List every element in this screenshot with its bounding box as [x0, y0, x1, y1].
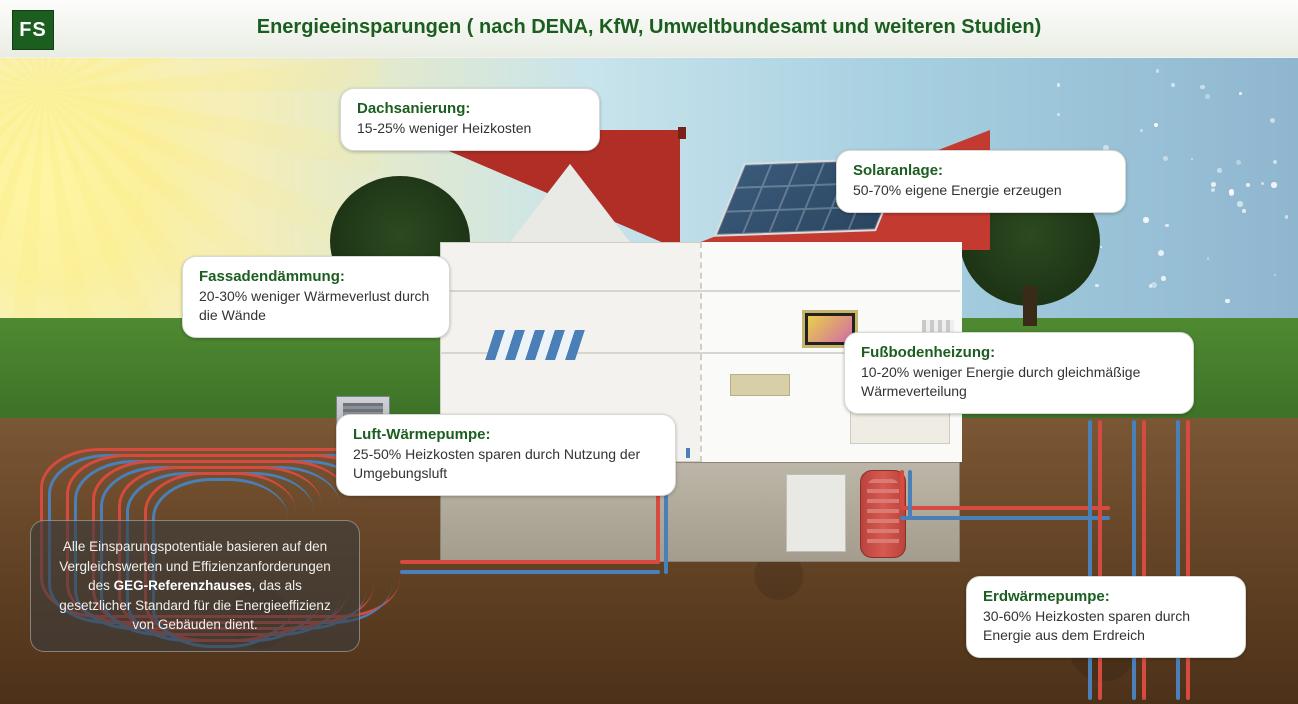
callout-ground-heatpump: Erdwärmepumpe: 30-60% Heizkosten sparen … — [966, 576, 1246, 658]
callout-roof: Dachsanierung: 15-25% weniger Heizkosten — [340, 88, 600, 151]
pipe-hot — [900, 506, 1110, 510]
callout-label: Dachsanierung: — [357, 99, 583, 119]
callout-label: Solaranlage: — [853, 161, 1109, 181]
callout-text: 50-70% eigene Energie erzeugen — [853, 181, 1109, 200]
callout-label: Luft-Wärmepumpe: — [353, 425, 659, 445]
callout-label: Fassadendämmung: — [199, 267, 433, 287]
heat-pump-indoor-unit — [786, 474, 846, 552]
tree-trunk — [1023, 286, 1037, 326]
callout-air-heatpump: Luft-Wärmepumpe: 25-50% Heizkosten spare… — [336, 414, 676, 496]
callout-facade: Fassadendämmung: 20-30% weniger Wärmever… — [182, 256, 450, 338]
gable-wall — [510, 164, 630, 242]
callout-text: 20-30% weniger Wärmeverlust durch die Wä… — [199, 287, 433, 325]
pipe-cold — [900, 516, 1110, 520]
infographic-scene: FS Energieeinsparungen ( nach DENA, KfW,… — [0, 0, 1298, 704]
pipe-hot — [900, 470, 904, 510]
page-title: Energieeinsparungen ( nach DENA, KfW, Um… — [0, 16, 1298, 39]
callout-underfloor: Fußbodenheizung: 10-20% weniger Energie … — [844, 332, 1194, 414]
callout-label: Erdwärmepumpe: — [983, 587, 1229, 607]
pipe-cold — [400, 570, 660, 574]
sofa — [730, 374, 790, 396]
callout-solar: Solaranlage: 50-70% eigene Energie erzeu… — [836, 150, 1126, 213]
callout-text: 25-50% Heizkosten sparen durch Nutzung d… — [353, 445, 659, 483]
callout-text: 30-60% Heizkosten sparen durch Energie a… — [983, 607, 1229, 645]
footnote-bold: GEG-Referenzhauses — [114, 578, 252, 593]
callout-text: 10-20% weniger Energie durch gleichmäßig… — [861, 363, 1177, 401]
pipe-hot — [400, 560, 660, 564]
callout-label: Fußbodenheizung: — [861, 343, 1177, 363]
roof-ridge — [678, 127, 686, 139]
attic-floor-line — [440, 290, 960, 292]
pipe-cold — [908, 470, 912, 520]
awning — [485, 330, 585, 360]
footnote-panel: Alle Einsparungspotentiale basieren auf … — [30, 520, 360, 652]
callout-text: 15-25% weniger Heizkosten — [357, 119, 583, 138]
